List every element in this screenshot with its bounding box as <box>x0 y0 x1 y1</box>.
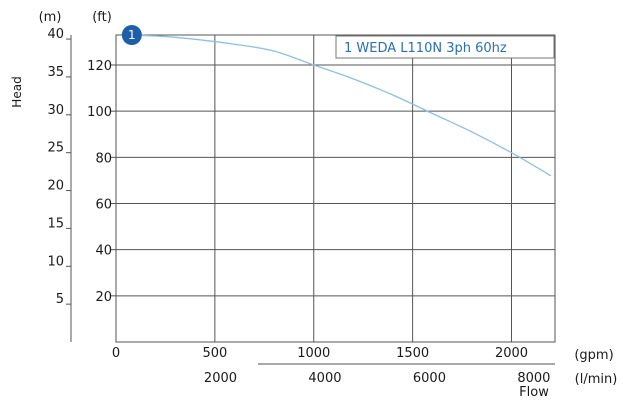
y-tick-m: 30 <box>47 103 64 118</box>
y-tick-m: 35 <box>47 65 64 80</box>
curve-marker <box>121 25 142 45</box>
plot-frame <box>115 34 556 343</box>
x-tick-lmin: 6000 <box>413 371 446 386</box>
grid-lines <box>66 35 555 342</box>
x-tick-gpm: 500 <box>202 346 227 361</box>
x-tick-gpm: 0 <box>112 346 120 361</box>
y-tick-m: 40 <box>47 27 64 42</box>
x-unit-gpm: (gpm) <box>574 348 613 363</box>
x-unit-lmin: (l/min) <box>575 372 618 387</box>
y-unit-ft: (ft) <box>92 10 112 25</box>
x-tick-lmin: 4000 <box>308 371 341 386</box>
y-tick-ft: 60 <box>95 198 112 213</box>
x-tick-gpm: 2000 <box>495 346 528 361</box>
y-tick-m: 15 <box>47 216 64 231</box>
y-tick-ft: 20 <box>95 290 112 305</box>
legend-label: 1 WEDA L110N 3ph 60hz <box>344 41 507 56</box>
legend-box <box>335 35 555 59</box>
tick-labels: 0 500 1000 1500 2000 20 40 60 80 100 120 5 10 15 20 25 3… <box>47 27 550 386</box>
x-tick-lmin: 8000 <box>517 371 550 386</box>
y-tick-ft: 100 <box>87 105 112 120</box>
x-tick-lmin: 2000 <box>204 371 237 386</box>
y-tick-m: 5 <box>56 292 64 307</box>
y-tick-m: 20 <box>47 179 64 194</box>
y-tick-ft: 80 <box>95 151 112 166</box>
y-tick-m: 10 <box>47 254 64 269</box>
x-tick-gpm: 1500 <box>396 346 429 361</box>
curve-marker-label: 1 <box>128 28 136 42</box>
y-tick-m: 25 <box>47 141 64 156</box>
x-tick-gpm: 1000 <box>297 346 330 361</box>
y-tick-ft: 120 <box>87 59 112 74</box>
x-axis-title: Flow <box>519 385 549 400</box>
pump-curve-line <box>131 34 552 177</box>
y-axis-title: Head <box>10 76 24 107</box>
y-unit-m: (m) <box>39 10 62 25</box>
y-tick-ft: 40 <box>95 244 112 259</box>
